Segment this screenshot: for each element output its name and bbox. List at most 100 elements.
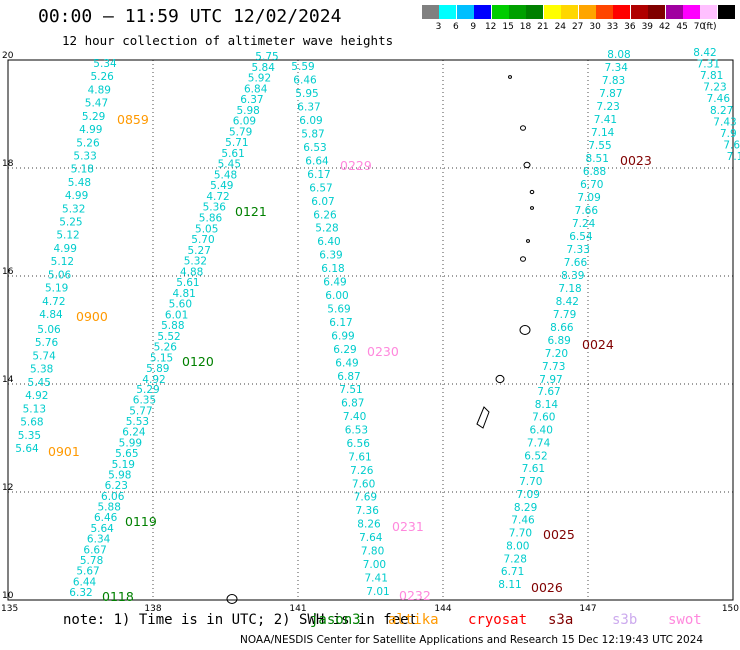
island-outline [520,256,526,262]
swh-value: 6.64 [305,155,329,167]
swh-value: 7.9 [720,128,737,140]
swh-value: 7.09 [577,192,600,204]
swh-value: 5.77 [129,405,152,417]
legend-label: 3 [435,22,442,32]
swh-value: 6.09 [299,115,322,127]
swh-value: 6.40 [317,236,340,248]
swh-value: 5.61 [221,148,244,160]
pass-time-label: 0231 [392,519,424,534]
swh-value: 5.13 [23,403,46,415]
swh-value: 6.17 [329,317,352,329]
swh-value: 6.88 [583,166,606,178]
legend-swatch [422,5,439,19]
swh-value: 4.72 [206,191,229,203]
swh-value: 6.24 [122,427,146,439]
swh-value: 6.54 [569,231,593,243]
pass-time-label: 0025 [543,527,575,542]
swh-value: 7.00 [363,559,386,571]
swh-value: 7.1 [727,151,740,163]
swh-value: 7.26 [350,465,374,477]
legend-swatch [474,5,492,19]
legend-label: 6 [453,22,459,32]
lon-tick-label: 141 [289,604,306,614]
swh-value: 6.53 [345,424,368,436]
swh-value: 4.81 [172,288,195,300]
swh-value: 8.27 [710,105,733,117]
swh-value: 5.76 [35,337,59,349]
pass-time-label: 0119 [125,514,157,529]
legend-swatch [509,5,526,19]
swh-value: 7.14 [591,127,615,139]
swh-value: 4.88 [180,266,203,278]
swh-value: 7.60 [352,478,375,490]
swh-value: 5.88 [98,502,121,514]
legend-swatch [561,5,579,19]
legend-swatch [630,5,648,19]
track-0023: 8.087.347.837.877.237.417.147.558.516.88… [539,49,630,386]
swh-value: 6.52 [524,450,547,462]
swh-value: 6.99 [331,331,354,343]
swh-value: 5.06 [37,324,61,336]
pass-time-label: 0118 [102,589,134,604]
swh-value: 5.18 [71,164,94,176]
swh-value: 7.66 [564,257,588,269]
legend-label: 21 [537,22,549,32]
swh-value: 8.08 [607,49,630,61]
swh-value: 7.23 [596,101,619,113]
legend-swatch [596,5,613,19]
swh-value: 7.70 [519,476,542,488]
lat-tick-label: 18 [2,159,14,169]
swh-value: 7.67 [537,386,560,398]
swh-value: 4.92 [25,390,48,402]
swh-value: 6.44 [73,576,97,588]
swh-value: 5.70 [191,234,214,246]
swh-value: 5.78 [80,555,103,567]
swh-value: 7.46 [511,515,535,527]
swh-value: 7.09 [517,489,540,501]
satellite-key-s3b: s3b [612,612,638,628]
track-0859: 5.345.264.895.475.294.995.265.335.185.48… [39,58,117,321]
pass-time-label: 0023 [620,153,652,168]
swh-value: 5.29 [82,111,105,123]
swh-value: 7.73 [542,361,565,373]
swh-value: 6.34 [87,534,111,546]
swh-value: 7.6 [723,139,740,151]
pass-time-label: 0859 [117,112,149,127]
swh-value: 7.43 [713,116,736,128]
satellite-key-jason3: jason3 [310,612,361,628]
swh-value: 6.32 [69,587,92,599]
swh-value: 7.55 [588,140,611,152]
pass-time-label: 0900 [76,309,108,324]
swh-value: 5.48 [68,177,91,189]
legend-swatch [648,5,666,19]
swh-value: 5.98 [236,105,259,117]
swh-value: 7.74 [527,437,551,449]
swh-value: 7.36 [356,505,380,517]
swh-value: 6.29 [333,344,356,356]
swh-value: 6.26 [313,209,337,221]
satellite-key-s3a: s3a [548,612,574,628]
swh-value: 7.51 [339,384,362,396]
swh-value: 5.64 [90,523,114,535]
swh-value: 7.69 [354,492,377,504]
pass-time-label: 0230 [367,344,399,359]
swh-value: 5.68 [20,417,43,429]
swh-value: 5.38 [30,364,53,376]
swh-value: 7.28 [504,553,527,565]
satellite-key-cryosat: cryosat [468,612,528,628]
swh-value: 6.53 [303,142,326,154]
legend-swatch [526,5,544,19]
swh-value: 6.18 [321,263,344,275]
swh-value: 7.40 [343,411,366,423]
swh-value: 4.89 [88,84,111,96]
swh-value: 8.39 [561,270,584,282]
swh-value: 7.34 [605,62,629,74]
lon-tick-label: 144 [434,604,451,614]
legend-label: 36 [624,22,636,32]
swh-value: 7.23 [703,82,726,94]
swh-value: 5.48 [214,169,237,181]
pass-time-label: 0026 [531,580,563,595]
swh-value: 6.87 [337,371,360,383]
swh-value: 6.23 [105,480,128,492]
swh-value: 8.29 [514,502,537,514]
